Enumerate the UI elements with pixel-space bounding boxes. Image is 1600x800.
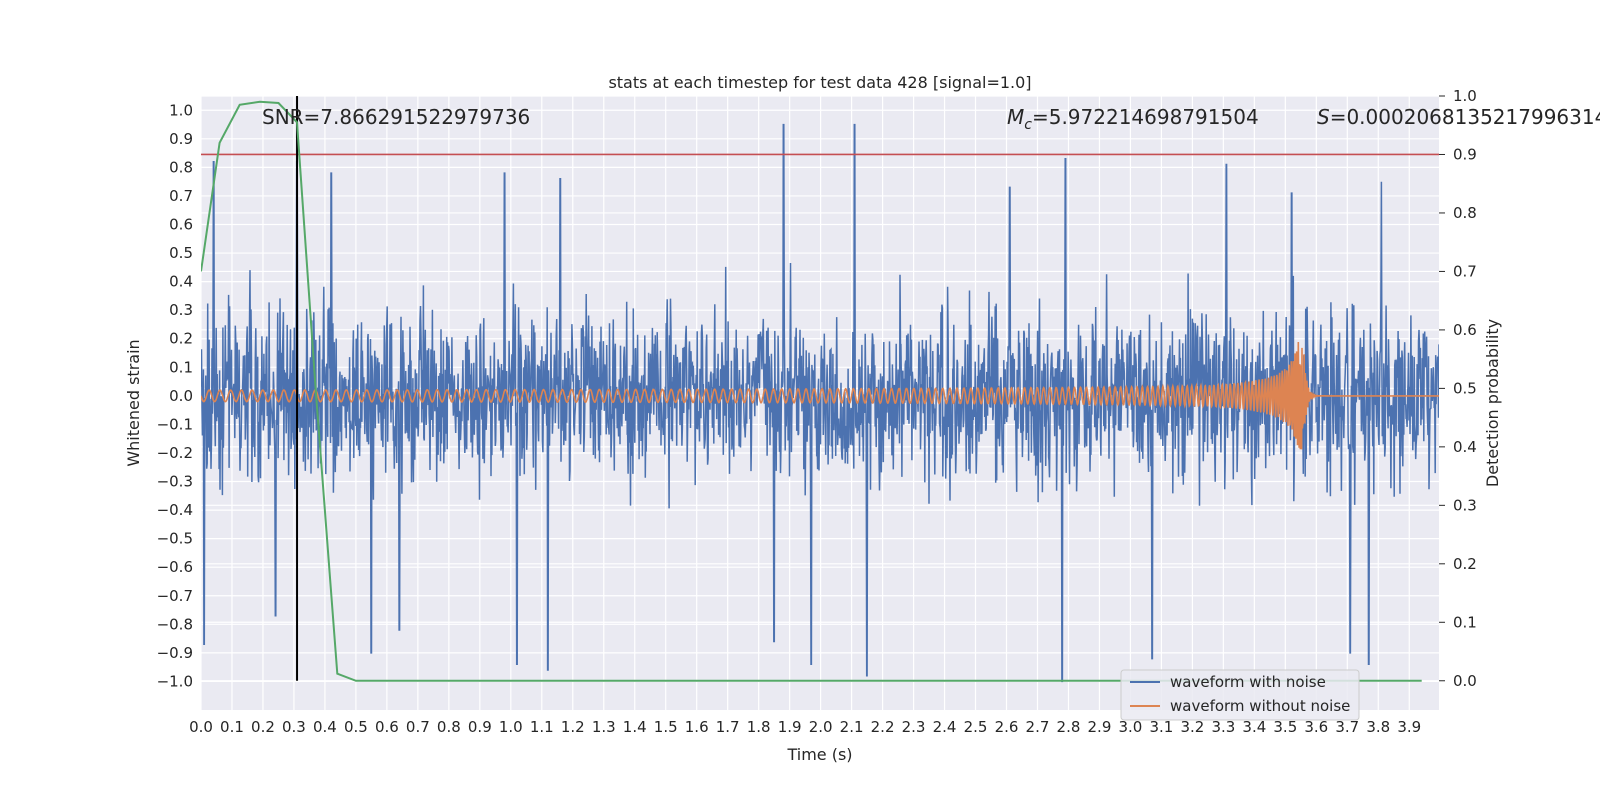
y-tick-label: −0.8 xyxy=(157,615,193,633)
y-tick-label: 0.4 xyxy=(169,273,193,291)
x-tick-label: 2.4 xyxy=(933,718,957,736)
y-tick-label: 0.9 xyxy=(169,130,193,148)
y-tick-label: 1.0 xyxy=(169,101,193,119)
y-tick-label: 0.8 xyxy=(169,158,193,176)
x-tick-label: 0.6 xyxy=(375,718,399,736)
x-tick-label: 3.0 xyxy=(1118,718,1142,736)
x-tick-label: 1.1 xyxy=(530,718,554,736)
x-tick-label: 1.6 xyxy=(685,718,709,736)
y-axis-label: Whitened strain xyxy=(124,339,143,466)
x-tick-label: 3.7 xyxy=(1335,718,1359,736)
y2-tick-label: 0.6 xyxy=(1453,321,1477,339)
y-tick-label: −0.4 xyxy=(157,501,193,519)
clean-waveform-line xyxy=(201,341,1439,450)
y2-axis-label: Detection probability xyxy=(1483,319,1502,487)
legend: waveform with noise waveform without noi… xyxy=(1120,669,1360,721)
x-tick-label: 2.7 xyxy=(1026,718,1050,736)
y-tick-label: 0.3 xyxy=(169,301,193,319)
y-tick-label: −1.0 xyxy=(157,672,193,690)
y2-tick-label: 0.1 xyxy=(1453,613,1477,631)
y-tick-label: −0.5 xyxy=(157,530,193,548)
x-tick-label: 1.3 xyxy=(592,718,616,736)
x-tick-label: 3.4 xyxy=(1242,718,1266,736)
y2-axis-ticks: 1.0 0.9 0.8 0.7 0.6 0.5 0.4 0.3 0.2 0.1 0.0 xyxy=(1439,87,1477,690)
x-tick-label: 0.9 xyxy=(468,718,492,736)
x-tick-label: 3.2 xyxy=(1180,718,1204,736)
mc-value: =5.972214698791504 xyxy=(1032,105,1259,129)
x-tick-label: 1.4 xyxy=(623,718,647,736)
y-tick-label: 0.2 xyxy=(169,330,193,348)
y2-tick-label: 0.4 xyxy=(1453,438,1477,456)
x-tick-label: 2.0 xyxy=(809,718,833,736)
y2-tick-label: 0.9 xyxy=(1453,145,1477,163)
y2-tick-label: 0.3 xyxy=(1453,496,1477,514)
legend-label-clean: waveform without noise xyxy=(1170,697,1350,715)
x-tick-label: 2.2 xyxy=(871,718,895,736)
x-tick-label: 2.1 xyxy=(840,718,864,736)
y-tick-label: 0.6 xyxy=(169,216,193,234)
x-tick-label: 0.8 xyxy=(437,718,461,736)
y-tick-label: −0.9 xyxy=(157,644,193,662)
y-tick-label: 0.5 xyxy=(169,244,193,262)
y2-tick-label: 1.0 xyxy=(1453,87,1477,105)
x-tick-label: 0.7 xyxy=(406,718,430,736)
x-tick-label: 2.6 xyxy=(995,718,1019,736)
y-tick-label: −0.2 xyxy=(157,444,193,462)
y-tick-label: −0.7 xyxy=(157,587,193,605)
x-tick-label: 3.1 xyxy=(1149,718,1173,736)
y-tick-label: −0.6 xyxy=(157,558,193,576)
x-tick-label: 0.4 xyxy=(313,718,337,736)
x-tick-label: 0.1 xyxy=(220,718,244,736)
x-tick-label: 0.0 xyxy=(189,718,213,736)
x-tick-label: 1.7 xyxy=(716,718,740,736)
x-axis-ticks: 0.0 0.1 0.2 0.3 0.4 0.5 0.6 0.7 0.8 0.9 1.0 1.1 1.2 1… xyxy=(189,718,1421,736)
y-tick-label: 0.7 xyxy=(169,187,193,205)
x-tick-label: 1.5 xyxy=(654,718,678,736)
y-tick-label: 0.1 xyxy=(169,358,193,376)
x-tick-label: 3.9 xyxy=(1397,718,1421,736)
snr-annotation: SNR=7.866291522979736 xyxy=(262,105,530,129)
y2-tick-label: 0.0 xyxy=(1453,672,1477,690)
legend-label-noise: waveform with noise xyxy=(1170,673,1326,691)
s-value: =0.00020681352179963142 xyxy=(1330,105,1600,129)
mc-symbol: M xyxy=(1007,105,1024,129)
x-axis-label: Time (s) xyxy=(786,745,852,764)
x-tick-label: 2.5 xyxy=(964,718,988,736)
y-tick-label: −0.3 xyxy=(157,473,193,491)
mc-subscript: c xyxy=(1024,117,1032,133)
chart-title: stats at each timestep for test data 428… xyxy=(608,73,1031,92)
x-tick-label: 3.5 xyxy=(1273,718,1297,736)
x-tick-label: 2.9 xyxy=(1088,718,1112,736)
y-tick-label: −0.1 xyxy=(157,415,193,433)
x-tick-label: 2.3 xyxy=(902,718,926,736)
x-tick-label: 3.6 xyxy=(1304,718,1328,736)
y-tick-label: 0.0 xyxy=(169,387,193,405)
mc-annotation: Mc=5.972214698791504 xyxy=(1007,105,1259,133)
y2-tick-label: 0.8 xyxy=(1453,204,1477,222)
x-tick-label: 3.3 xyxy=(1211,718,1235,736)
x-tick-label: 1.8 xyxy=(747,718,771,736)
x-tick-label: 2.8 xyxy=(1057,718,1081,736)
overlay-lines xyxy=(201,96,1439,682)
x-tick-label: 0.5 xyxy=(344,718,368,736)
y-axis-ticks: 1.0 0.9 0.8 0.7 0.6 0.5 0.4 0.3 0.2 0.1 0.0 −0.1 −0.… xyxy=(157,101,193,690)
series-waveform-without-noise xyxy=(201,341,1439,450)
x-tick-label: 1.2 xyxy=(561,718,585,736)
x-tick-label: 3.8 xyxy=(1366,718,1390,736)
y2-tick-label: 0.7 xyxy=(1453,262,1477,280)
legend-box xyxy=(1120,669,1360,721)
y2-tick-label: 0.5 xyxy=(1453,379,1477,397)
y2-tick-label: 0.2 xyxy=(1453,555,1477,573)
detection-probability-line xyxy=(201,100,1422,682)
s-symbol: S xyxy=(1317,105,1330,129)
x-tick-label: 0.3 xyxy=(282,718,306,736)
x-tick-label: 1.0 xyxy=(499,718,523,736)
x-tick-label: 1.9 xyxy=(778,718,802,736)
s-annotation: S=0.00020681352179963142 xyxy=(1317,105,1600,129)
x-tick-label: 0.2 xyxy=(251,718,275,736)
